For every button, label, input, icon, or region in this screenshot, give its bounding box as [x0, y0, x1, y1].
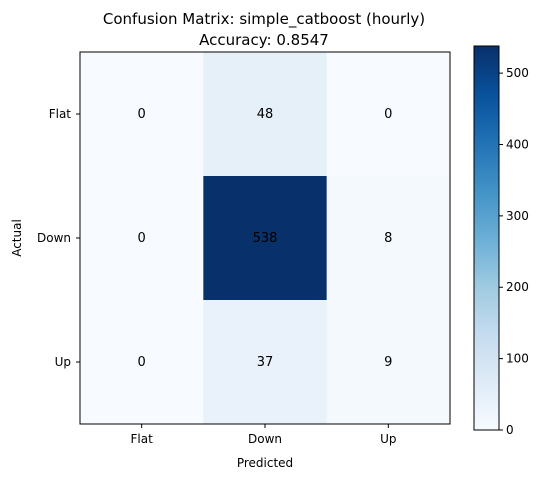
cell-value-label: 9 — [384, 355, 392, 370]
colorbar — [473, 45, 500, 431]
cell-value-label: 37 — [257, 355, 274, 370]
cell-value-label: 8 — [384, 231, 392, 246]
x-tick-label: Up — [380, 432, 396, 446]
heatmap-cells — [80, 52, 451, 425]
colorbar-tick-label: 0 — [506, 423, 514, 437]
heatmap-cell — [203, 52, 328, 177]
heatmap-cell — [80, 52, 204, 177]
cell-value-label: 0 — [138, 107, 146, 122]
heatmap-cell — [203, 176, 328, 301]
cell-value-label: 0 — [138, 231, 146, 246]
heatmap-cell — [326, 52, 451, 177]
y-axis-ticks: Flat Down Up — [37, 107, 80, 369]
colorbar-tick-label: 300 — [506, 209, 529, 223]
y-tick-label: Up — [55, 355, 71, 369]
heatmap-cell — [326, 176, 451, 301]
heatmap-cell — [326, 300, 451, 425]
y-axis-label: Actual — [10, 219, 24, 257]
chart-title-line2: Accuracy: 0.8547 — [199, 31, 329, 49]
x-axis-ticks: Flat Down Up — [131, 424, 397, 446]
x-tick-label: Flat — [131, 432, 154, 446]
y-tick-label: Flat — [49, 107, 72, 121]
cell-value-label: 538 — [253, 231, 278, 246]
heatmap-cell — [203, 300, 328, 425]
heatmap-cell — [80, 300, 204, 425]
x-tick-label: Down — [248, 432, 282, 446]
heatmap-cell — [80, 176, 204, 301]
cell-value-label: 48 — [257, 107, 274, 122]
cell-value-label: 0 — [138, 355, 146, 370]
colorbar-ticks: 0 100 200 300 400 500 — [499, 66, 529, 437]
chart-title-line1: Confusion Matrix: simple_catboost (hourl… — [103, 10, 425, 29]
cell-value-label: 0 — [384, 107, 392, 122]
colorbar-tick-label: 200 — [506, 280, 529, 294]
colorbar-tick-label: 500 — [506, 66, 529, 80]
colorbar-tick-label: 100 — [506, 352, 529, 366]
heatmap-cell-labels: 0 48 0 0 538 8 0 37 9 — [138, 107, 393, 370]
colorbar-tick-label: 400 — [506, 137, 529, 151]
x-axis-label: Predicted — [237, 456, 293, 470]
y-tick-label: Down — [37, 231, 71, 245]
